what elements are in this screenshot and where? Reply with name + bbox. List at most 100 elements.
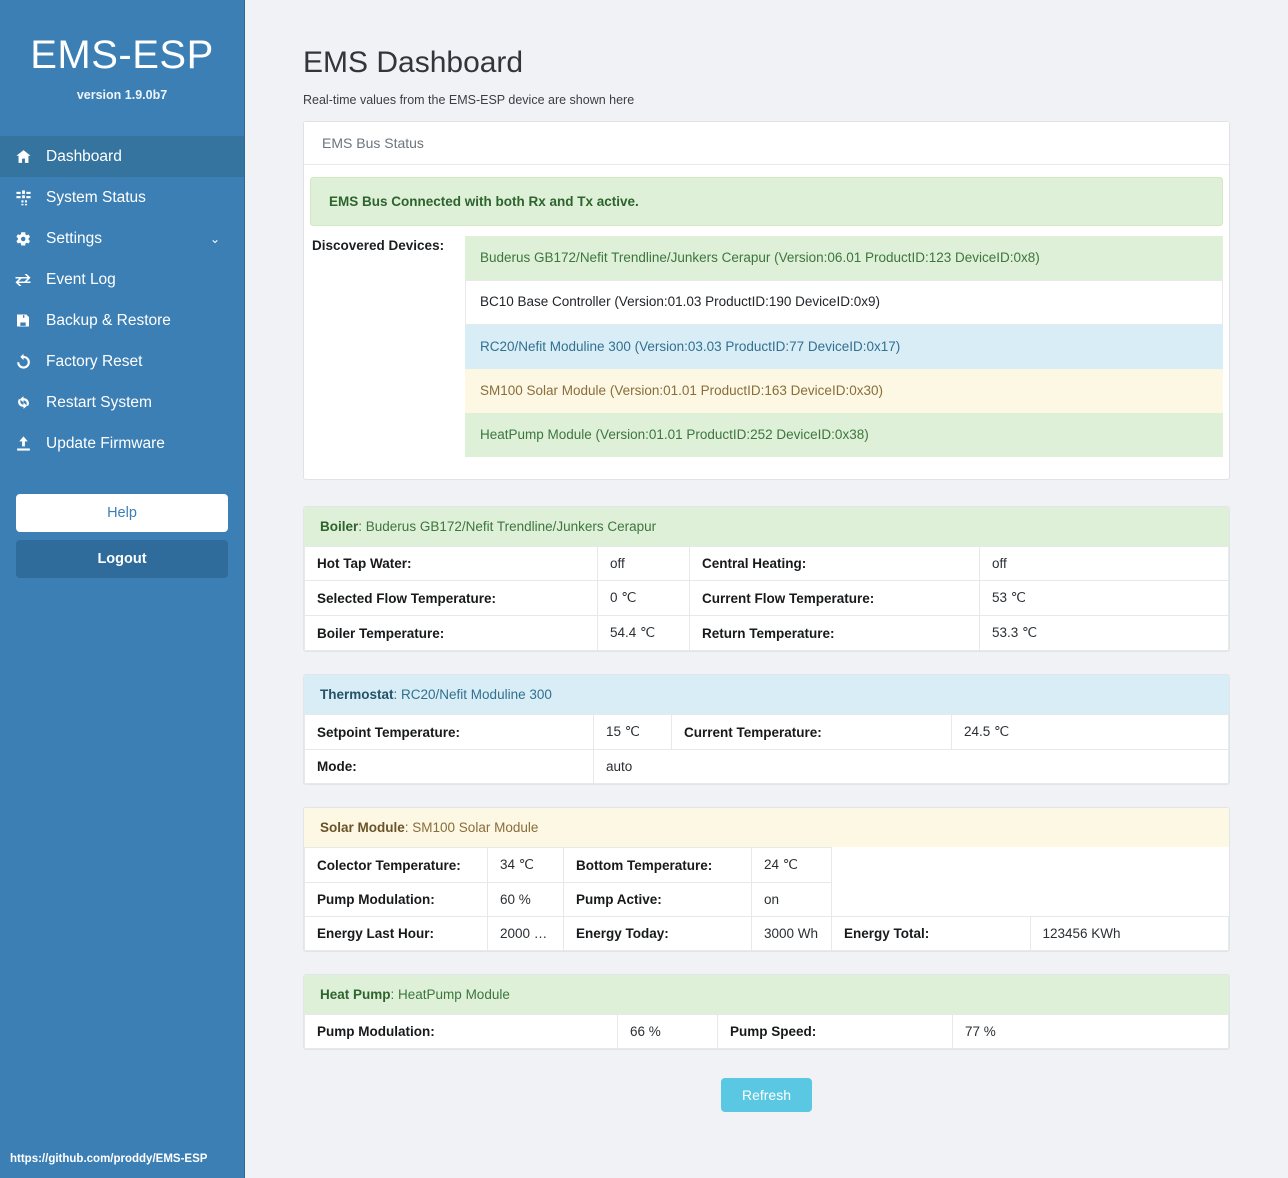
exchange-icon [8, 271, 38, 289]
metric-value: auto [593, 749, 1229, 785]
metric-value: off [597, 546, 690, 582]
metric-label: Return Temperature: [689, 615, 980, 652]
sidebar-actions: Help Logout [0, 494, 244, 578]
solar-card-table: Colector Temperature: 34 ℃ Bottom Temperat… [304, 847, 1229, 952]
device-name-label: HeatPump Module [398, 987, 510, 1003]
metric-value: off [979, 546, 1229, 582]
ems-bus-status-heading: EMS Bus Status [304, 122, 1229, 165]
sidebar: EMS-ESP version 1.9.0b7 Dashboard System … [0, 0, 245, 1178]
boiler-card-table: Hot Tap Water: off Central Heating: off Sele… [304, 546, 1229, 652]
brand-block: EMS-ESP version 1.9.0b7 [0, 0, 244, 132]
discovered-device-item: SM100 Solar Module (Version:01.01 Produc… [465, 368, 1223, 413]
metric-label: Energy Today: [563, 916, 752, 952]
metric-label: Energy Last Hour: [304, 916, 488, 952]
sidebar-item-system-status[interactable]: System Status [0, 177, 244, 218]
sidebar-item-restart-system[interactable]: Restart System [0, 382, 244, 423]
sidebar-item-event-log[interactable]: Event Log [0, 259, 244, 300]
metric-label: Selected Flow Temperature: [304, 580, 598, 617]
solar-card: Solar Module: SM100 Solar Module Colector… [303, 807, 1230, 953]
table-row: Selected Flow Temperature: 0 ℃ Current Flo… [304, 580, 1229, 617]
metric-label: Central Heating: [689, 546, 980, 582]
help-button[interactable]: Help [16, 494, 228, 532]
sync-icon [8, 394, 38, 411]
thermostat-card-table: Setpoint Temperature: 15 ℃ Current Tempera… [304, 714, 1229, 785]
sidebar-item-label: Update Firmware [46, 434, 165, 452]
sidebar-item-label: Factory Reset [46, 352, 143, 370]
bus-status-alert: EMS Bus Connected with both Rx and Tx ac… [310, 177, 1223, 226]
metric-label: Pump Active: [563, 882, 752, 918]
refresh-cw-icon [8, 353, 38, 370]
metric-label: Pump Speed: [717, 1014, 953, 1050]
metric-label: Pump Modulation: [304, 882, 488, 918]
refresh-section: Refresh [303, 1072, 1230, 1113]
boiler-card: Boiler: Buderus GB172/Nefit Trendline/Ju… [303, 506, 1230, 653]
discovered-device-item: HeatPump Module (Version:01.01 ProductID… [465, 413, 1223, 458]
sidebar-item-label: Dashboard [46, 147, 122, 165]
sidebar-item-label: Settings [46, 229, 103, 247]
device-type-label: Boiler [320, 519, 359, 535]
sidebar-item-dashboard[interactable]: Dashboard [0, 136, 244, 177]
metric-label: Bottom Temperature: [563, 847, 752, 884]
discovered-devices-section: Discovered Devices: Buderus GB172/Nefit … [304, 226, 1229, 465]
table-row: Setpoint Temperature: 15 ℃ Current Tempera… [304, 714, 1229, 751]
github-link[interactable]: https://github.com/proddy/EMS-ESP [10, 1153, 208, 1165]
metric-label: Colector Temperature: [304, 847, 488, 884]
sidebar-nav: Dashboard System Status Settings ⌄ Event Log… [0, 136, 244, 464]
metric-value: 24 ℃ [751, 847, 832, 884]
save-icon [8, 312, 38, 329]
sidebar-item-label: Restart System [46, 393, 152, 411]
thermostat-card: Thermostat: RC20/Nefit Moduline 300 Setpo… [303, 674, 1230, 786]
sidebar-item-backup-restore[interactable]: Backup & Restore [0, 300, 244, 341]
home-icon [8, 148, 38, 165]
metric-label: Mode: [304, 749, 594, 785]
discovered-device-item: BC10 Base Controller (Version:01.03 Prod… [465, 280, 1223, 325]
discovered-device-item: Buderus GB172/Nefit Trendline/Junkers Ce… [465, 236, 1223, 281]
solar-card-header: Solar Module: SM100 Solar Module [304, 808, 1229, 848]
metric-label: Setpoint Temperature: [304, 714, 594, 751]
chevron-down-icon[interactable]: ⌄ [209, 231, 220, 246]
refresh-button[interactable]: Refresh [720, 1078, 813, 1113]
discovered-devices-list: Buderus GB172/Nefit Trendline/Junkers Ce… [465, 236, 1223, 458]
table-row: Pump Modulation: 60 % Pump Active: on [304, 882, 1229, 918]
metric-value: 24.5 ℃ [951, 714, 1229, 751]
table-row: Hot Tap Water: off Central Heating: off [304, 546, 1229, 582]
device-name-label: Buderus GB172/Nefit Trendline/Junkers Ce… [365, 519, 657, 535]
table-filler-cell [831, 847, 1030, 883]
thermostat-card-header: Thermostat: RC20/Nefit Moduline 300 [304, 675, 1229, 715]
logout-button[interactable]: Logout [16, 540, 228, 578]
boiler-card-header: Boiler: Buderus GB172/Nefit Trendline/Ju… [304, 507, 1229, 547]
metric-label: Hot Tap Water: [304, 546, 598, 582]
metric-label: Energy Total: [831, 916, 1031, 952]
upload-icon [8, 435, 38, 452]
main-content: EMS Dashboard Real-time values from the … [245, 0, 1288, 1178]
sidebar-item-settings[interactable]: Settings ⌄ [0, 218, 244, 259]
metric-label: Current Flow Temperature: [689, 580, 980, 617]
metric-value: 54.4 ℃ [597, 615, 690, 652]
sidebar-item-factory-reset[interactable]: Factory Reset [0, 341, 244, 382]
metric-value: on [751, 882, 832, 918]
sidebar-item-label: Event Log [46, 270, 116, 288]
sidebar-item-label: System Status [46, 188, 146, 206]
table-row: Boiler Temperature: 54.4 ℃ Return Temperat… [304, 615, 1229, 652]
brand-title: EMS-ESP [30, 33, 214, 77]
table-row: Energy Last Hour: 2000 Wh Energy Today: 300… [304, 916, 1229, 952]
discovered-devices-label: Discovered Devices: [312, 238, 445, 253]
metric-value: 77 % [952, 1014, 1229, 1050]
ems-bus-status-panel: EMS Bus Status EMS Bus Connected with bo… [303, 121, 1230, 481]
discovered-device-item: RC20/Nefit Moduline 300 (Version:03.03 P… [465, 324, 1223, 369]
sidebar-item-update-firmware[interactable]: Update Firmware [0, 423, 244, 464]
device-cards: Boiler: Buderus GB172/Nefit Trendline/Ju… [303, 506, 1230, 1051]
ems-bus-status-body: EMS Bus Connected with both Rx and Tx ac… [304, 165, 1229, 479]
sidebar-item-label: Backup & Restore [46, 311, 171, 329]
table-row: Colector Temperature: 34 ℃ Bottom Temperat… [304, 847, 1229, 884]
metric-value: 123456 KWh [1029, 916, 1229, 952]
device-type-label: Thermostat [320, 687, 394, 703]
heatpump-card-table: Pump Modulation: 66 % Pump Speed: 77 % [304, 1014, 1229, 1050]
metric-value: 2000 Wh [487, 916, 564, 952]
metric-label: Current Temperature: [671, 714, 952, 751]
page-subtitle: Real-time values from the EMS-ESP device… [303, 93, 635, 107]
metric-value: 34 ℃ [487, 847, 564, 884]
device-name-label: SM100 Solar Module [412, 820, 539, 836]
metric-value: 66 % [617, 1014, 718, 1050]
